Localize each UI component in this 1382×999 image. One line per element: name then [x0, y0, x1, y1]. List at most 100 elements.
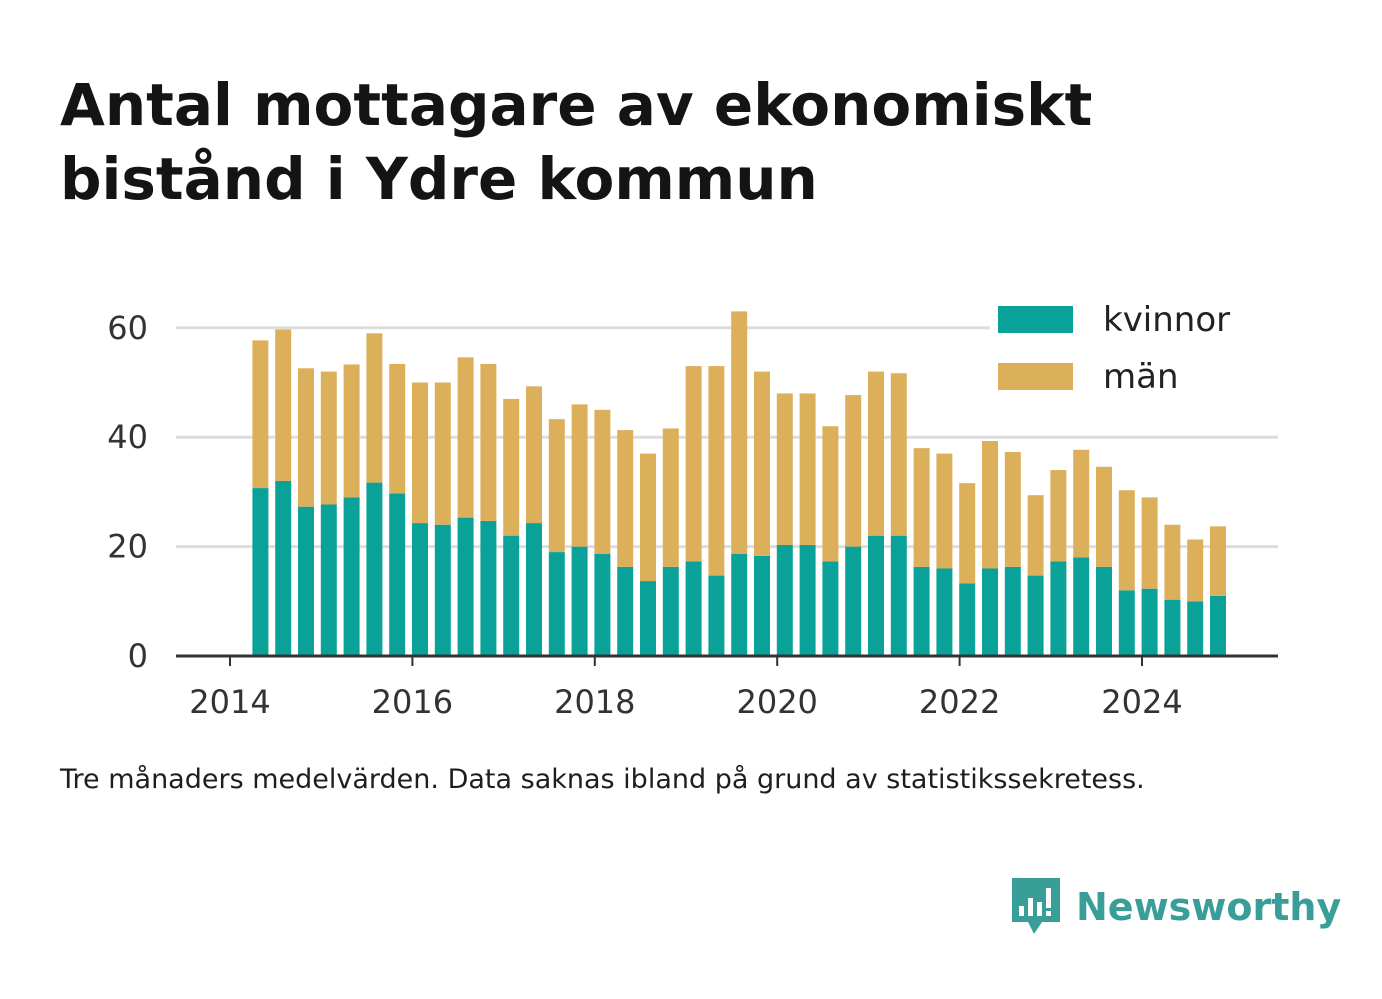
- bar-kvinnor: [845, 546, 862, 656]
- y-tick-label: 40: [107, 418, 148, 456]
- x-tick-label: 2016: [372, 683, 453, 721]
- bar-kvinnor: [320, 504, 337, 656]
- x-tick-label: 2018: [554, 683, 635, 721]
- bar-män: [776, 393, 793, 545]
- bar-kvinnor: [1050, 561, 1067, 656]
- bar-män: [320, 371, 337, 505]
- bar-män: [685, 366, 702, 562]
- legend-swatch-män: [998, 363, 1073, 390]
- legend-label-kvinnor: kvinnor: [1103, 300, 1230, 340]
- legend-label-män: män: [1103, 357, 1179, 397]
- bar-kvinnor: [480, 520, 497, 656]
- bar-män: [799, 393, 816, 545]
- legend: kvinnor män: [990, 290, 1290, 402]
- bar-kvinnor: [708, 575, 725, 656]
- bar-män: [822, 426, 839, 562]
- bar-kvinnor: [1027, 575, 1044, 656]
- bar-män: [275, 329, 292, 481]
- bar-män: [1210, 526, 1226, 596]
- bar-kvinnor: [890, 535, 907, 656]
- bar-kvinnor: [1004, 566, 1021, 656]
- bar-kvinnor: [959, 583, 976, 656]
- bar-kvinnor: [594, 553, 611, 656]
- x-tick-label: 2014: [189, 683, 270, 721]
- bar-män: [434, 382, 451, 525]
- bar-kvinnor: [776, 544, 793, 656]
- bar-män: [1118, 490, 1135, 591]
- bar-kvinnor: [731, 553, 748, 656]
- bar-kvinnor: [366, 482, 383, 656]
- bars: [252, 311, 1226, 656]
- bar-män: [343, 364, 360, 498]
- y-axis: 0 20 40 60: [107, 309, 148, 675]
- bar-män: [936, 453, 953, 569]
- bar-män: [754, 371, 770, 556]
- x-tick-label: 2020: [736, 683, 817, 721]
- bar-män: [1050, 470, 1067, 562]
- chart-title: Antal mottagare av ekonomiskt bistånd i …: [60, 71, 1093, 213]
- bar-kvinnor: [1096, 566, 1112, 656]
- x-tick-label: 2022: [919, 683, 1000, 721]
- bar-kvinnor: [1164, 599, 1181, 656]
- bar-kvinnor: [1141, 588, 1158, 656]
- bar-kvinnor: [1210, 595, 1226, 656]
- stacked-bar-chart: 0 20 40 60 2014 2016 2018 2020 2022 2024 kvinnor…: [107, 290, 1290, 721]
- bar-män: [731, 311, 748, 554]
- bar-män: [1187, 539, 1204, 602]
- bar-kvinnor: [503, 535, 520, 656]
- bar-män: [868, 371, 884, 536]
- bar-kvinnor: [298, 506, 314, 656]
- bar-män: [1141, 497, 1158, 589]
- bar-kvinnor: [617, 566, 634, 656]
- bar-män: [1027, 495, 1044, 576]
- bar-män: [412, 382, 428, 524]
- bar-kvinnor: [913, 566, 930, 656]
- newsworthy-logo-icon: [1012, 878, 1060, 934]
- bar-män: [594, 409, 611, 554]
- bar-män: [982, 441, 998, 569]
- bar-män: [389, 363, 406, 494]
- bar-kvinnor: [685, 561, 702, 656]
- bar-män: [366, 333, 383, 483]
- bar-kvinnor: [1073, 557, 1090, 656]
- brand-name: Newsworthy: [1076, 885, 1342, 929]
- bar-kvinnor: [822, 561, 839, 656]
- bar-män: [480, 363, 497, 521]
- bar-män: [298, 368, 314, 507]
- bar-män: [503, 398, 520, 536]
- bar-kvinnor: [389, 493, 406, 656]
- bar-kvinnor: [868, 535, 884, 656]
- bar-män: [1096, 466, 1112, 567]
- bar-kvinnor: [434, 524, 451, 656]
- brand-logo: Newsworthy: [1010, 876, 1341, 938]
- bar-män: [640, 453, 656, 582]
- bar-kvinnor: [252, 488, 269, 656]
- bar-män: [662, 428, 679, 567]
- y-tick-label: 0: [128, 637, 148, 675]
- x-axis: 2014 2016 2018 2020 2022 2024: [176, 654, 1278, 721]
- bar-män: [571, 404, 588, 547]
- bar-män: [913, 448, 930, 567]
- bar-män: [845, 395, 862, 547]
- bar-män: [1073, 449, 1090, 558]
- y-tick-label: 20: [107, 528, 148, 566]
- bar-kvinnor: [1118, 590, 1135, 656]
- bar-män: [526, 386, 542, 524]
- bar-kvinnor: [571, 546, 588, 656]
- bar-män: [890, 373, 907, 536]
- bar-män: [617, 430, 634, 567]
- footnote: Tre månaders medelvärden. Data saknas ib…: [60, 764, 1145, 795]
- bar-kvinnor: [754, 555, 770, 656]
- bar-kvinnor: [412, 523, 428, 656]
- legend-swatch-kvinnor: [998, 306, 1073, 333]
- bar-kvinnor: [457, 517, 474, 656]
- bar-män: [252, 340, 269, 489]
- bar-män: [708, 366, 725, 576]
- bar-kvinnor: [343, 497, 360, 656]
- bar-kvinnor: [662, 566, 679, 656]
- bar-män: [959, 483, 976, 584]
- bar-kvinnor: [799, 544, 816, 656]
- bar-män: [548, 419, 565, 553]
- bar-kvinnor: [936, 568, 953, 656]
- bar-män: [1164, 524, 1181, 600]
